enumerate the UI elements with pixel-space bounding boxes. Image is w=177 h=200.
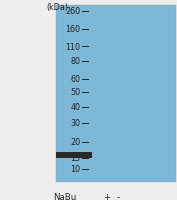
Text: (kDa): (kDa): [46, 3, 68, 12]
Bar: [56, 152, 92, 158]
Text: 110: 110: [65, 42, 81, 51]
Text: 80: 80: [70, 57, 81, 66]
Text: -: -: [116, 192, 119, 200]
Text: +: +: [103, 192, 111, 200]
Text: 260: 260: [65, 7, 81, 16]
Text: 60: 60: [70, 75, 81, 84]
Text: 20: 20: [70, 138, 81, 147]
Text: 10: 10: [70, 165, 81, 174]
Bar: [56, 6, 176, 182]
Text: 160: 160: [65, 25, 81, 34]
Text: 15: 15: [70, 154, 81, 163]
Text: NaBu: NaBu: [53, 192, 76, 200]
Text: 30: 30: [70, 119, 81, 128]
Text: 50: 50: [70, 88, 81, 97]
Text: 40: 40: [70, 103, 81, 112]
